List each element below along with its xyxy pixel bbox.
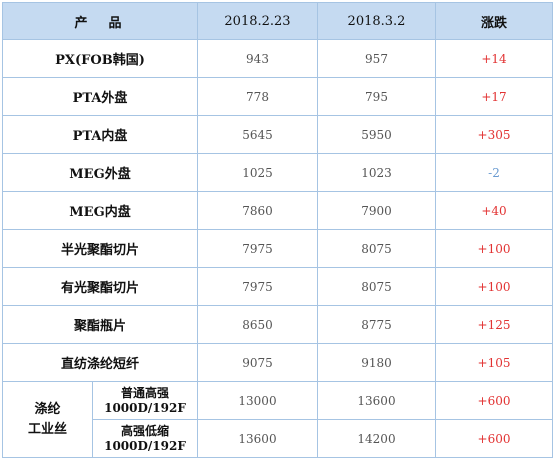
value-date2: 9180 [317, 343, 436, 382]
value-date1: 943 [197, 39, 318, 78]
change-value: +14 [435, 39, 553, 78]
table-row: 涤纶 工业丝 普通高强 1000D/192F 13000 13600 +600 [2, 381, 553, 458]
value-date1: 1025 [197, 153, 318, 192]
table-header-row: 产 品 2018.2.23 2018.3.2 涨跌 [2, 2, 553, 40]
value-date2: 795 [317, 77, 436, 116]
table-row: MEG外盘 1025 1023 -2 [2, 153, 553, 192]
group-label-line1: 涤纶 [34, 401, 61, 417]
product-name: MEG内盘 [2, 191, 198, 230]
product-name: PTA外盘 [2, 77, 198, 116]
value-date1: 7975 [197, 267, 318, 306]
sub-name-line1: 普通高强 [120, 385, 169, 400]
change-value: +17 [435, 77, 553, 116]
value-date2: 8775 [317, 305, 436, 344]
value-date2: 7900 [317, 191, 436, 230]
value-date2: 8075 [317, 229, 436, 268]
table-row: 半光聚酯切片 7975 8075 +100 [2, 229, 553, 268]
change-value: +100 [435, 229, 553, 268]
value-date2: 14200 [317, 419, 436, 458]
product-name: 直纺涤纶短纤 [2, 343, 198, 382]
change-value: +125 [435, 305, 553, 344]
table-row: PX(FOB韩国) 943 957 +14 [2, 39, 553, 78]
product-name: 有光聚酯切片 [2, 267, 198, 306]
header-change: 涨跌 [435, 2, 553, 40]
table-row: MEG内盘 7860 7900 +40 [2, 191, 553, 230]
header-date1: 2018.2.23 [197, 2, 318, 40]
change-value: -2 [435, 153, 553, 192]
group-label-line2: 工业丝 [27, 421, 67, 437]
change-value: +105 [435, 343, 553, 382]
value-date2: 957 [317, 39, 436, 78]
value-date1: 13600 [197, 419, 318, 458]
group-label: 涤纶 工业丝 [2, 381, 93, 458]
value-date2: 8075 [317, 267, 436, 306]
table-row: PTA内盘 5645 5950 +305 [2, 115, 553, 154]
table-row: 直纺涤纶短纤 9075 9180 +105 [2, 343, 553, 382]
change-value: +305 [435, 115, 553, 154]
sub-name-line1: 高强低缩 [120, 423, 169, 438]
change-value: +600 [435, 419, 553, 458]
value-date1: 13000 [197, 381, 318, 420]
sub-name-line2: 1000D/192F [104, 400, 186, 415]
header-date2: 2018.3.2 [317, 2, 436, 40]
product-name: 半光聚酯切片 [2, 229, 198, 268]
table-row: 聚酯瓶片 8650 8775 +125 [2, 305, 553, 344]
product-name: PX(FOB韩国) [2, 39, 198, 78]
value-date1: 8650 [197, 305, 318, 344]
product-name: MEG外盘 [2, 153, 198, 192]
product-name: PTA内盘 [2, 115, 198, 154]
value-date2: 5950 [317, 115, 436, 154]
value-date2: 1023 [317, 153, 436, 192]
change-value: +100 [435, 267, 553, 306]
table-row: 高强低缩 1000D/192F 13600 14200 +600 [3, 419, 553, 458]
change-value: +600 [435, 381, 553, 420]
value-date2: 13600 [317, 381, 436, 420]
value-date1: 7975 [197, 229, 318, 268]
price-table: 产 品 2018.2.23 2018.3.2 涨跌 PX(FOB韩国) 943 … [2, 2, 553, 458]
header-product: 产 品 [2, 2, 198, 40]
value-date1: 7860 [197, 191, 318, 230]
sub-name-line2: 1000D/192F [104, 438, 186, 453]
change-value: +40 [435, 191, 553, 230]
value-date1: 778 [197, 77, 318, 116]
product-name: 聚酯瓶片 [2, 305, 198, 344]
table-row: PTA外盘 778 795 +17 [2, 77, 553, 116]
sub-product-name: 普通高强 1000D/192F [92, 381, 198, 420]
value-date1: 5645 [197, 115, 318, 154]
table-row: 有光聚酯切片 7975 8075 +100 [2, 267, 553, 306]
value-date1: 9075 [197, 343, 318, 382]
sub-product-name: 高强低缩 1000D/192F [92, 419, 198, 458]
